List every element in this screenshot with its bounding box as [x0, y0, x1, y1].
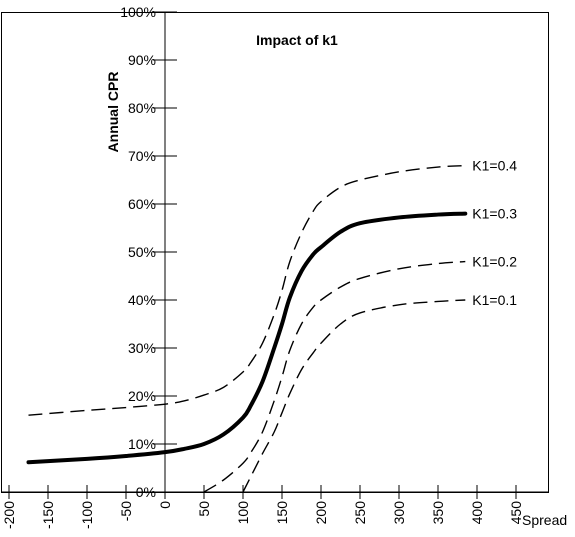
- y-axis-label: Annual CPR: [105, 72, 121, 153]
- x-tick-label: 200: [313, 501, 329, 525]
- y-tick-label: 30%: [128, 340, 156, 356]
- series-label-k1-0-4: K1=0.4: [472, 158, 517, 174]
- y-tick-label: 90%: [128, 52, 156, 68]
- labels-layer: 0% 10% 20% 30% 40% 50% 60% 70% 80% 90% 100% -200 -15…: [1, 4, 524, 529]
- series-line-k1-0-1: [242, 299, 466, 493]
- chart-title: Impact of k1: [256, 32, 338, 48]
- series-layer: [26, 164, 468, 493]
- y-tick-label: 40%: [128, 292, 156, 308]
- series-label-k1-0-2: K1=0.2: [472, 254, 517, 270]
- y-tick-label: 0%: [136, 484, 156, 500]
- y-tick-label: 10%: [128, 436, 156, 452]
- x-tick-label: 300: [391, 501, 407, 525]
- y-tick-label: 50%: [128, 244, 156, 260]
- x-axis-label: Spread: [522, 512, 567, 528]
- series-line-k1-0-2: [203, 260, 466, 493]
- x-tick-label: -200: [1, 501, 17, 529]
- x-tick-label: 450: [508, 501, 524, 525]
- x-tick-label: 350: [430, 501, 446, 525]
- x-tick-label: 50: [196, 501, 212, 517]
- series-label-k1-0-1: K1=0.1: [472, 292, 517, 308]
- y-tick-label: 60%: [128, 196, 156, 212]
- plot-frame: [1, 12, 549, 493]
- x-tick-label: 100: [235, 501, 251, 525]
- series-line-k1-0-4: [28, 164, 466, 416]
- series-label-k1-0-3: K1=0.3: [472, 206, 517, 222]
- y-tick-label: 20%: [128, 388, 156, 404]
- ticks-layer: [1, 11, 549, 499]
- x-tick-label: 250: [352, 501, 368, 525]
- x-tick-label: -50: [118, 501, 134, 521]
- x-tick-label: 150: [274, 501, 290, 525]
- x-tick-label: 0: [157, 501, 173, 509]
- x-tick-label: 400: [469, 501, 485, 525]
- series-line-k1-0-3: [26, 211, 468, 465]
- y-tick-label: 100%: [120, 4, 156, 20]
- x-tick-label: -150: [40, 501, 56, 529]
- x-tick-label: -100: [79, 501, 95, 529]
- y-tick-label: 70%: [128, 148, 156, 164]
- y-tick-label: 80%: [128, 100, 156, 116]
